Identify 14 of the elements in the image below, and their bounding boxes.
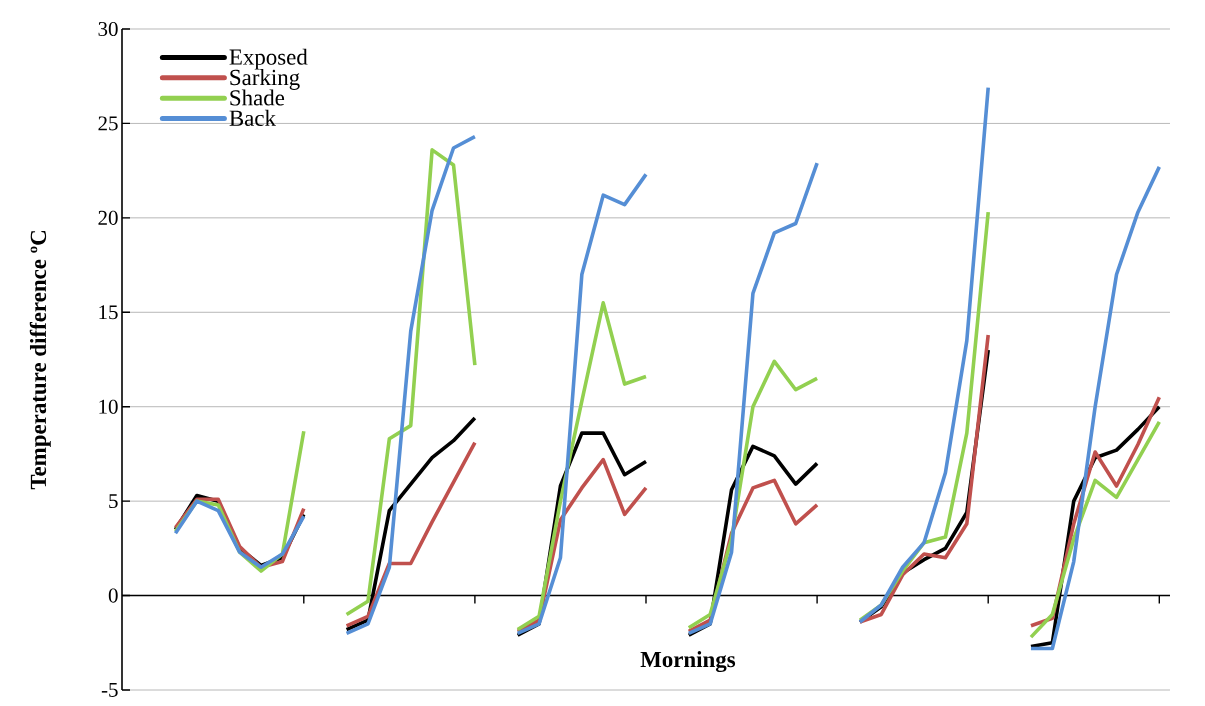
y-tick-label: -5 <box>101 683 118 697</box>
legend-label: Back <box>229 109 276 126</box>
y-tick-label: 25 <box>98 116 118 131</box>
y-tick-label: 30 <box>98 21 118 37</box>
legend-label: Shade <box>230 89 285 106</box>
y-tick-label: 5 <box>109 494 118 509</box>
y-tick-label: 0 <box>108 588 118 603</box>
y-tick-label: 15 <box>99 305 118 320</box>
x-axis-title: Mornings <box>640 651 736 673</box>
legend-label: Exposed <box>229 48 308 70</box>
legend-label: Sarking <box>230 69 300 90</box>
y-tick-label: 20 <box>98 210 118 225</box>
y-axis-title: Temperature difference ºC <box>29 231 51 490</box>
y-tick-label: 10 <box>99 399 118 414</box>
